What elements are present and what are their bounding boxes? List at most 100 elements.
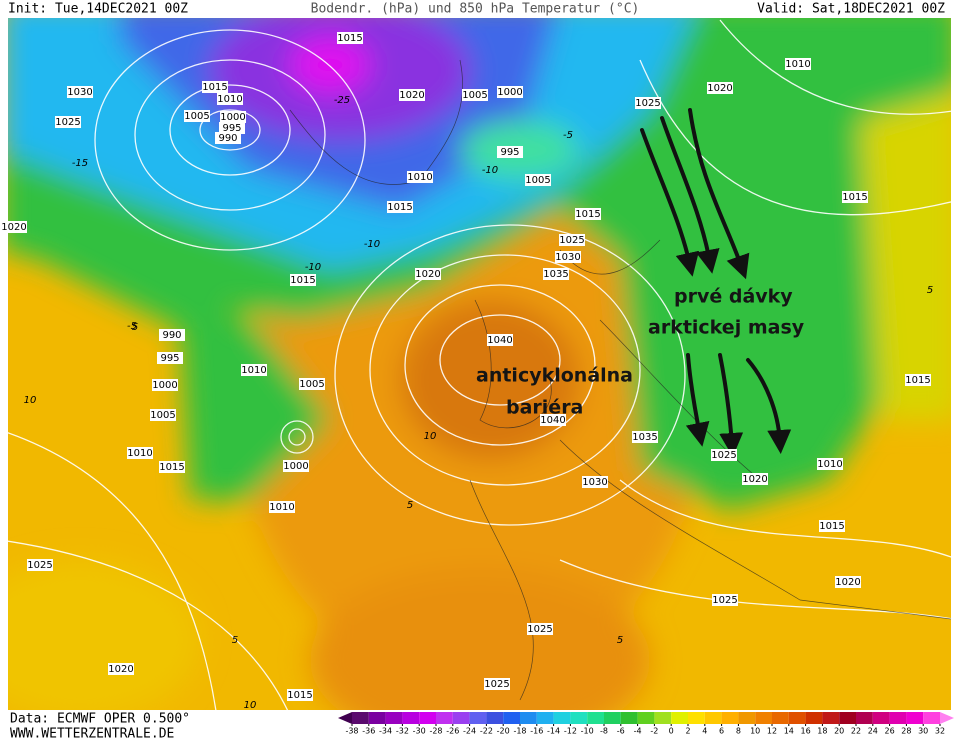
colorbar-swatch xyxy=(637,712,655,724)
colorbar-swatch xyxy=(486,712,504,724)
colorbar-high-arrow xyxy=(940,712,954,724)
annotation: arktickej masy xyxy=(648,317,805,339)
isobar-label-bg xyxy=(215,132,241,144)
isobar-label: 1000 xyxy=(283,461,308,472)
isobar-label: 1030 xyxy=(67,87,92,98)
colorbar-low-arrow xyxy=(338,712,352,724)
colorbar-tick-label: -18 xyxy=(513,727,526,736)
isobar-label: 1015 xyxy=(842,192,867,203)
isobar-label-bg xyxy=(241,364,267,376)
arrows xyxy=(640,108,792,457)
temperature-label: -10 xyxy=(364,239,380,250)
isobar-label: 1005 xyxy=(150,410,175,421)
colorbar-tick-label: -20 xyxy=(497,727,510,736)
colorbar-swatch xyxy=(536,712,554,724)
colorbar-swatch xyxy=(923,712,940,724)
isobar-label: 1000 xyxy=(497,87,522,98)
isobar-label: 1010 xyxy=(217,94,242,105)
temperature-label: 5 xyxy=(617,635,623,646)
isobar-label: 1025 xyxy=(712,595,737,606)
colorbar-swatch xyxy=(688,712,705,724)
isobar-label: 1025 xyxy=(55,117,80,128)
isobar-label: 1025 xyxy=(484,679,509,690)
isobar-label-bg xyxy=(159,329,185,341)
isobar-label: 1015 xyxy=(819,521,844,532)
isobar-label: 1020 xyxy=(742,474,767,485)
temperature-label: 5 xyxy=(407,500,413,511)
colorbar-tick-label: 22 xyxy=(851,727,861,736)
colorbar-tick-label: -10 xyxy=(581,727,594,736)
colorbar-swatch xyxy=(671,712,688,724)
isobar-label-bg xyxy=(283,460,309,472)
isobar-label: 1010 xyxy=(785,59,810,70)
isobar-label-bg xyxy=(1,221,27,233)
temperature-label: 5 xyxy=(232,635,238,646)
isobar-label-bg xyxy=(527,623,553,635)
colorbar-swatch xyxy=(587,712,604,724)
colorbar-swatch xyxy=(503,712,520,724)
colorbar-tick-label: -24 xyxy=(463,727,476,736)
isobar-label-bg xyxy=(785,58,811,70)
colorbar-swatch xyxy=(704,712,722,724)
temperature-label: 5 xyxy=(927,285,933,296)
isobar-label: 995 xyxy=(500,147,519,158)
isobar-label: 1020 xyxy=(108,664,133,675)
isobar-label-bg xyxy=(484,678,510,690)
isobar-label-bg xyxy=(707,82,733,94)
isobar-label-bg xyxy=(575,208,601,220)
colorbar-tick-label: -16 xyxy=(530,727,543,736)
isobar-label-bg xyxy=(819,520,845,532)
isobar-label: 1005 xyxy=(299,379,324,390)
colorbar-swatch xyxy=(419,712,436,724)
isobar-label-bg xyxy=(525,174,551,186)
isobar-label-bg xyxy=(299,378,325,390)
colorbar-swatch xyxy=(436,712,453,724)
isobar-label: 1025 xyxy=(711,450,736,461)
colorbar-tick-label: -22 xyxy=(480,727,493,736)
isobar-label-bg xyxy=(407,171,433,183)
isobar-label-bg xyxy=(159,461,185,473)
isobar-label-bg xyxy=(219,122,245,134)
colorbar-tick-label: 0 xyxy=(669,727,674,736)
isobar-label-bg xyxy=(712,594,738,606)
colorbar-tick-label: 14 xyxy=(784,727,794,736)
isobar-label-bg xyxy=(635,97,661,109)
colorbar-tick-label: -4 xyxy=(634,727,642,736)
colorbar-tick-label: -12 xyxy=(564,727,577,736)
isobar-label-bg xyxy=(108,663,134,675)
data-source: Data: ECMWF OPER 0.500° xyxy=(10,712,190,727)
isobar-label: 1005 xyxy=(525,175,550,186)
isobar-label-bg xyxy=(540,414,566,426)
isobar-label: 1015 xyxy=(202,82,227,93)
isobar-label: 990 xyxy=(218,133,237,144)
map-title: Bodendr. (hPa) und 850 hPa Temperatur (°… xyxy=(311,2,640,17)
isobar-label-bg xyxy=(543,268,569,280)
colorbar-swatch xyxy=(604,712,621,724)
isobar-label: 1025 xyxy=(559,235,584,246)
isobar-label-bg xyxy=(462,89,488,101)
isobar-label: 1040 xyxy=(487,335,512,346)
colorbar-swatch xyxy=(654,712,672,724)
colorbar-swatch xyxy=(822,712,840,724)
colorbar-swatch xyxy=(839,712,856,724)
temperature-label: -5 xyxy=(563,130,573,141)
colorbar-swatch xyxy=(368,712,386,724)
temperature-label: -10 xyxy=(482,165,498,176)
isobar-label: 1010 xyxy=(817,459,842,470)
colorbar-tick-label: 26 xyxy=(885,727,895,736)
isobar-label: 1015 xyxy=(387,202,412,213)
isobar-label-bg xyxy=(487,334,513,346)
colorbar-swatch xyxy=(772,712,789,724)
isobar-label: 1005 xyxy=(462,90,487,101)
isobar-label: 1010 xyxy=(241,365,266,376)
colorbar-tick-label: -32 xyxy=(396,727,409,736)
isobar-label: 1010 xyxy=(269,502,294,513)
isobar-label-bg xyxy=(67,86,93,98)
colorbar-swatch xyxy=(721,712,739,724)
isobar-label-bg xyxy=(711,449,737,461)
isobar-label-bg xyxy=(415,268,441,280)
colorbar-swatch xyxy=(452,712,470,724)
colorbar-tick-label: 18 xyxy=(817,727,827,736)
